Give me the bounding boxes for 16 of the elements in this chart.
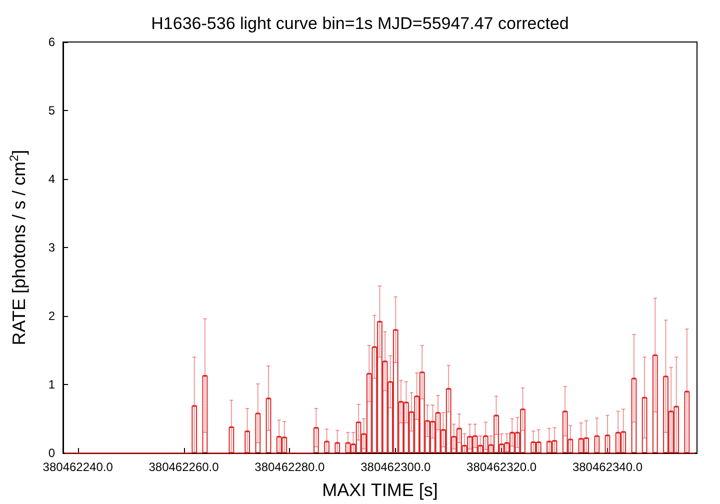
y-tick-label: 4 (48, 172, 56, 186)
y-tick-label: 1 (48, 378, 56, 392)
x-tick-label: 380462340.0 (572, 460, 643, 474)
y-tick-label: 6 (48, 35, 56, 49)
x-tick-label: 380462300.0 (360, 460, 431, 474)
y-tick-label: 2 (48, 309, 56, 323)
x-tick-label: 380462280.0 (254, 460, 326, 474)
y-tick-label: 0 (48, 446, 56, 460)
chart-title: H1636-536 light curve bin=1s MJD=55947.47 corrected (151, 14, 569, 33)
x-tick-label: 380462240.0 (42, 460, 114, 474)
y-tick-label: 3 (48, 240, 56, 254)
y-tick-label: 5 (48, 104, 56, 118)
y-axis-title: RATE [photons / s / cm2] (7, 150, 29, 346)
x-tick-label: 380462320.0 (466, 460, 537, 474)
x-tick-label: 380462260.0 (148, 460, 220, 474)
x-axis-title: MAXI TIME [s] (322, 480, 438, 500)
